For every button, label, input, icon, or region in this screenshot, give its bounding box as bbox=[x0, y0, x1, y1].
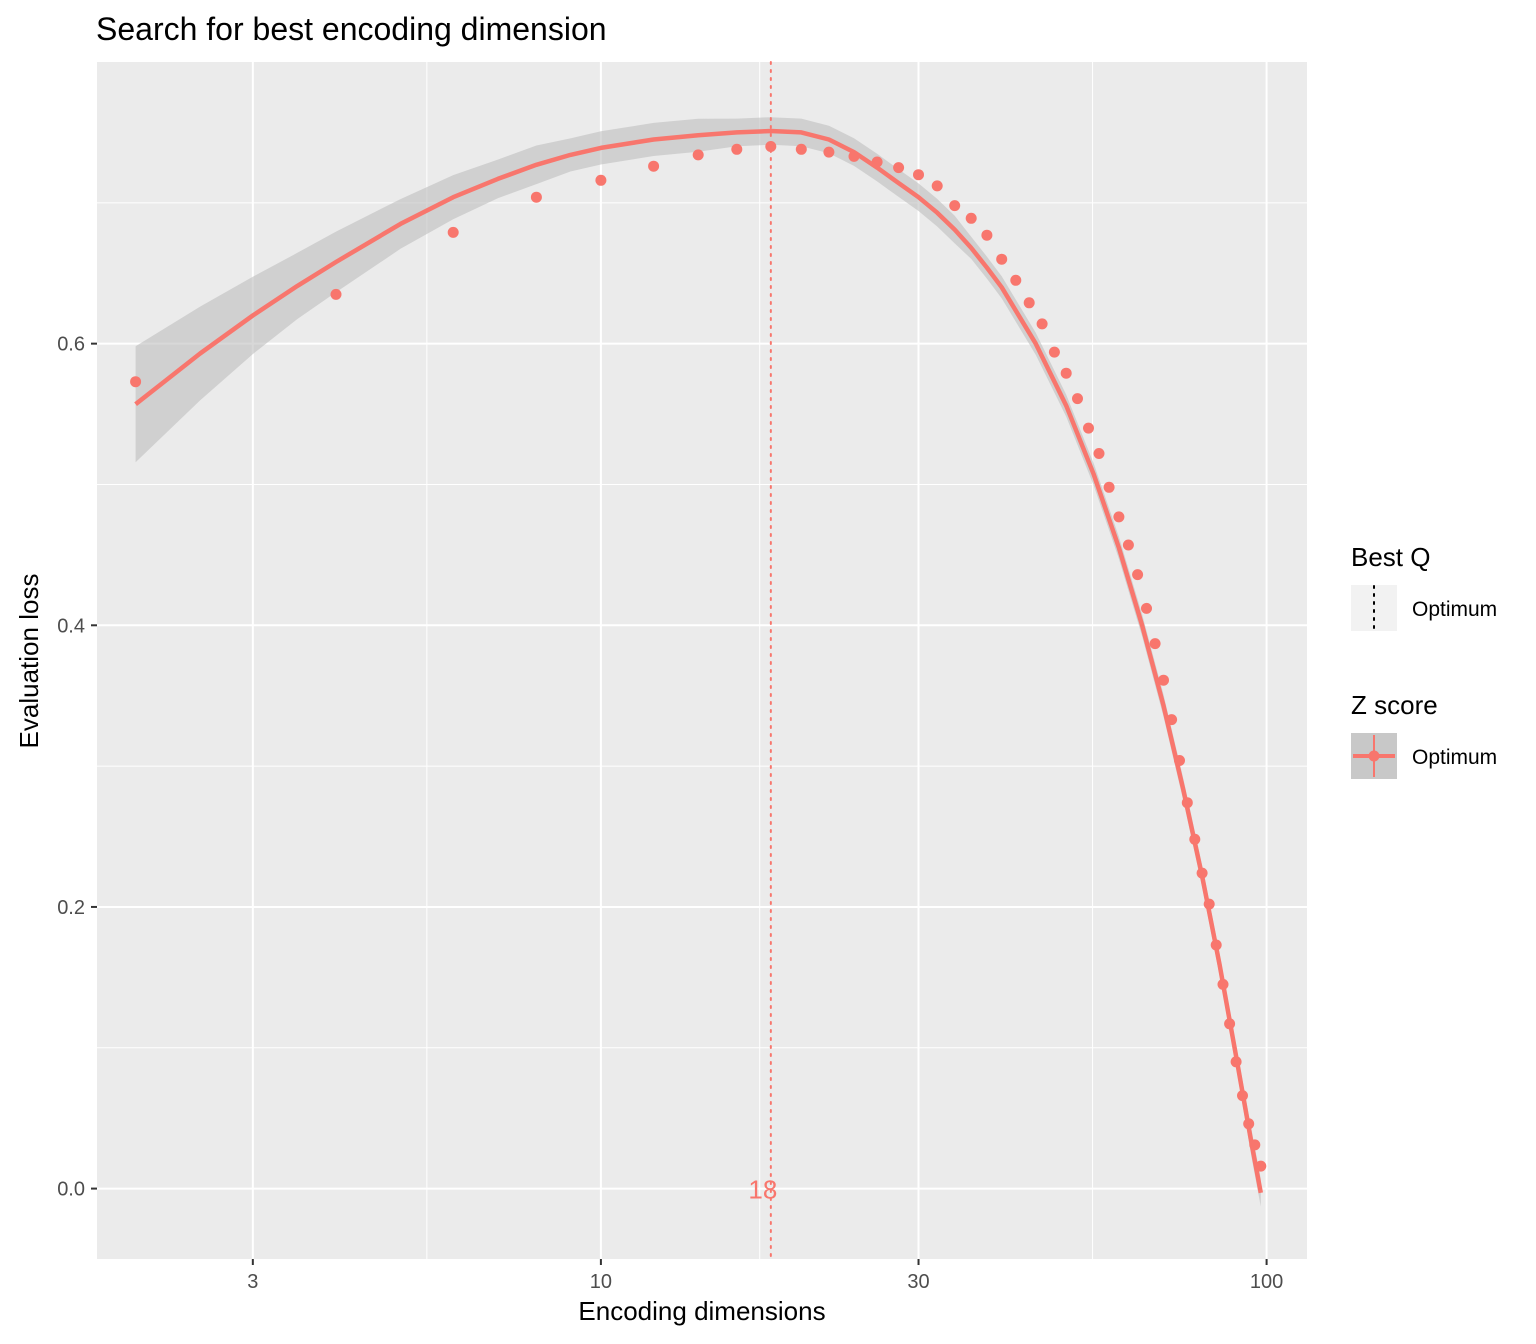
data-point bbox=[1166, 714, 1178, 726]
legend-point-icon bbox=[1368, 750, 1380, 762]
minor-gridlines bbox=[97, 62, 1307, 1259]
optimum-label: 18 bbox=[748, 1175, 777, 1205]
data-point bbox=[1189, 833, 1201, 845]
data-point bbox=[1196, 867, 1208, 879]
data-point bbox=[965, 212, 977, 224]
data-point bbox=[1023, 297, 1035, 309]
data-point bbox=[1103, 481, 1115, 493]
y-tick-label: 0.6 bbox=[57, 334, 85, 356]
data-point bbox=[1249, 1139, 1261, 1151]
data-point bbox=[330, 288, 342, 300]
legend-z-score-title: Z score bbox=[1351, 690, 1438, 720]
data-point bbox=[1230, 1056, 1242, 1068]
data-point bbox=[530, 191, 542, 203]
y-tick-label: 0.4 bbox=[57, 615, 85, 637]
data-point bbox=[1174, 755, 1185, 766]
data-point bbox=[795, 143, 807, 155]
x-tick-label: 30 bbox=[907, 1271, 929, 1293]
data-point bbox=[913, 169, 924, 181]
data-point bbox=[1010, 274, 1022, 286]
legend-z-score-label: Optimum bbox=[1412, 746, 1497, 769]
data-point bbox=[731, 143, 743, 155]
data-point bbox=[1255, 1160, 1267, 1172]
data-point bbox=[1224, 1018, 1236, 1030]
data-point bbox=[1141, 602, 1152, 614]
data-point bbox=[981, 229, 993, 241]
data-point bbox=[893, 162, 905, 174]
data-point bbox=[1122, 539, 1134, 551]
legend-best-q-label: Optimum bbox=[1412, 598, 1497, 621]
data-points bbox=[130, 141, 1267, 1172]
data-point bbox=[1243, 1118, 1255, 1130]
data-point bbox=[1060, 367, 1072, 379]
data-point bbox=[1181, 797, 1193, 809]
smooth-line bbox=[134, 128, 1264, 1194]
data-point bbox=[1203, 898, 1215, 910]
data-point bbox=[823, 146, 835, 158]
legend-best-q-title: Best Q bbox=[1351, 542, 1430, 572]
legend-best-q-key bbox=[1351, 585, 1397, 631]
y-axis-ticks: 0.0 0.2 0.4 0.6 bbox=[57, 334, 97, 1201]
data-point bbox=[1113, 511, 1125, 523]
x-axis-ticks: 3 10 30 100 bbox=[247, 1259, 1283, 1293]
y-tick-label: 0.0 bbox=[57, 1179, 85, 1201]
data-point bbox=[1083, 422, 1094, 434]
data-point bbox=[1217, 978, 1229, 990]
data-point bbox=[1048, 346, 1060, 358]
data-point bbox=[595, 174, 607, 186]
data-point bbox=[1072, 393, 1083, 405]
data-point bbox=[848, 150, 860, 162]
data-point bbox=[996, 253, 1008, 265]
x-tick-label: 10 bbox=[590, 1271, 612, 1293]
chart-title: Search for best encoding dimension bbox=[96, 11, 607, 47]
legend-z-score: Z score Optimum bbox=[1351, 690, 1497, 779]
data-point bbox=[1210, 939, 1222, 951]
data-point bbox=[871, 156, 883, 168]
data-point bbox=[1158, 674, 1169, 686]
legend-best-q: Best Q Optimum bbox=[1351, 542, 1497, 631]
data-point bbox=[1093, 448, 1105, 459]
data-point bbox=[1036, 318, 1048, 330]
data-point bbox=[692, 149, 704, 161]
data-point bbox=[447, 226, 459, 238]
data-point bbox=[765, 141, 777, 152]
smooth-curve bbox=[134, 128, 1264, 1194]
data-point bbox=[130, 376, 142, 388]
data-point bbox=[1149, 638, 1161, 650]
data-point bbox=[1237, 1090, 1248, 1102]
y-tick-label: 0.2 bbox=[57, 897, 85, 919]
data-point bbox=[931, 180, 943, 192]
x-axis-title: Encoding dimensions bbox=[578, 1296, 825, 1326]
x-tick-label: 100 bbox=[1250, 1271, 1283, 1293]
x-tick-label: 3 bbox=[247, 1271, 258, 1293]
major-gridlines bbox=[97, 62, 1307, 1259]
plot-panel bbox=[97, 62, 1307, 1259]
data-point bbox=[648, 160, 660, 172]
y-axis-title: Evaluation loss bbox=[14, 574, 44, 749]
data-point bbox=[949, 200, 961, 212]
data-point bbox=[1132, 569, 1144, 581]
